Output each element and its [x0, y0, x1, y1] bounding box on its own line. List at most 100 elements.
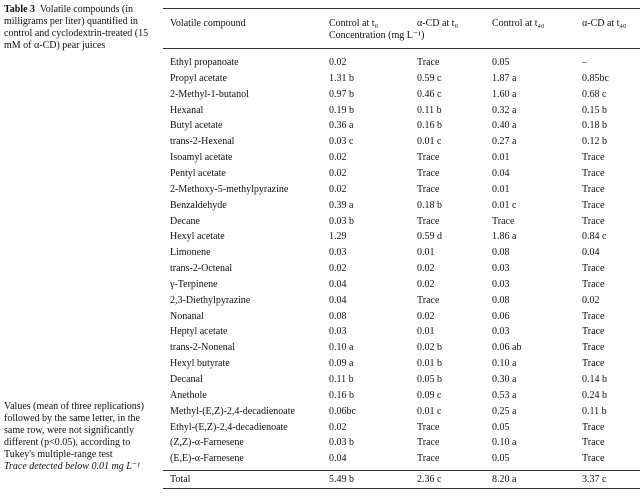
cell: 0.09 c [417, 389, 442, 401]
footnote: Trace detected below 0.01 mg L⁻¹ [4, 461, 141, 472]
cell: 0.03 b [329, 215, 354, 227]
row-label: 2,3-Diethylpyrazine [170, 294, 251, 306]
cell: 8.20 a [492, 474, 517, 485]
cell: Trace [582, 199, 605, 211]
cell: 0.01 b [417, 358, 442, 370]
cell: 0.01 c [417, 136, 442, 148]
column-header: Volatile compound [170, 18, 246, 29]
cell: 0.03 [329, 326, 347, 338]
cell: Trace [582, 421, 605, 433]
cell: Trace [582, 342, 605, 354]
cell: – [582, 57, 587, 68]
footnotes: Values (mean of three replications) foll… [4, 401, 154, 473]
cell: Trace [417, 167, 440, 179]
cell: 0.02 [417, 278, 435, 290]
cell: 0.02 [329, 183, 347, 195]
column-header: α-CD at t₀ [417, 18, 458, 29]
cell: Trace [582, 167, 605, 179]
cell: 1.86 a [492, 231, 517, 243]
rule [163, 8, 640, 9]
cell: 0.01 [417, 326, 435, 338]
cell: 0.02 [417, 263, 435, 275]
cell: 0.01 [417, 247, 435, 259]
row-label: trans-2-Hexenal [170, 136, 235, 148]
cell: Trace [492, 215, 515, 227]
cell: 0.01 c [417, 405, 442, 417]
row-label: Butyl acetate [170, 120, 223, 132]
cell: 0.06 ab [492, 342, 522, 354]
caption-text: Volatile compounds (in milligrams per li… [4, 4, 149, 51]
footnote: Values (mean of three replications) foll… [4, 401, 144, 460]
row-label: Decanal [170, 374, 203, 385]
cell: 0.03 [492, 263, 510, 275]
row-label: Pentyl acetate [170, 167, 226, 179]
row-label: Isoamyl acetate [170, 152, 233, 164]
cell: Trace [417, 183, 440, 195]
cell: 0.12 b [582, 136, 607, 148]
cell: 0.59 c [417, 72, 442, 84]
cell: 0.02 [329, 152, 347, 164]
cell: Trace [582, 183, 605, 195]
rule [163, 470, 640, 471]
cell: Trace [582, 358, 605, 370]
cell: Trace [582, 326, 605, 338]
cell: Trace [582, 152, 605, 164]
cell: 0.04 [492, 167, 510, 179]
cell: 0.10 a [492, 358, 517, 370]
cell: 0.11 b [417, 104, 442, 116]
cell: Trace [582, 263, 605, 275]
cell: 0.05 b [417, 374, 442, 385]
subheader: Concentration (mg L⁻¹) [329, 30, 425, 41]
cell: Trace [582, 278, 605, 290]
cell: Trace [582, 453, 605, 465]
cell: 0.10 a [492, 437, 517, 449]
row-label: Hexanal [170, 104, 204, 116]
cell: 0.27 a [492, 136, 517, 148]
cell: 0.46 c [417, 88, 442, 100]
cell: 0.85bc [582, 72, 609, 84]
cell: 0.05 [492, 453, 510, 465]
row-label: (E,E)-α-Farnesene [170, 453, 244, 465]
cell: 5.49 b [329, 474, 354, 485]
row-label: Nonanal [170, 310, 204, 322]
cell: Trace [417, 294, 440, 306]
cell: 0.04 [329, 453, 347, 465]
cell: 0.01 [492, 152, 510, 164]
column-header: α-CD at t₄₀ [582, 18, 627, 29]
cell: 0.02 [329, 57, 347, 68]
cell: 0.08 [492, 294, 510, 306]
row-label: Decane [170, 215, 200, 227]
row-label: Total [170, 474, 191, 485]
cell: 0.84 c [582, 231, 607, 243]
cell: 1.87 a [492, 72, 517, 84]
cell: 0.11 b [329, 374, 354, 385]
row-label: Benzaldehyde [170, 199, 227, 211]
cell: 1.60 a [492, 88, 517, 100]
cell: 2.36 c [417, 474, 442, 485]
cell: 0.03 [492, 278, 510, 290]
cell: 0.09 a [329, 358, 354, 370]
row-label: (Z,Z)-α-Farnesene [170, 437, 244, 449]
cell: 0.04 [329, 278, 347, 290]
cell: 1.31 b [329, 72, 354, 84]
row-label: Methyl-(E,Z)-2,4-decadienoate [170, 405, 295, 417]
cell: 0.40 a [492, 120, 517, 132]
cell: 0.97 b [329, 88, 354, 100]
cell: 0.05 [492, 421, 510, 433]
cell: 0.53 a [492, 389, 517, 401]
cell: 0.18 b [417, 199, 442, 211]
cell: 1.29 [329, 231, 347, 243]
row-label: trans-2-Nonenal [170, 342, 235, 354]
cell: 0.39 a [329, 199, 354, 211]
cell: 0.02 [329, 263, 347, 275]
row-label: 2-Methoxy-5-methylpyrazine [170, 183, 289, 195]
cell: 0.25 a [492, 405, 517, 417]
cell: 0.02 [417, 310, 435, 322]
row-label: trans-2-Octenal [170, 263, 233, 275]
cell: 0.06 [492, 310, 510, 322]
cell: 0.03 c [329, 136, 354, 148]
cell: 0.03 [329, 247, 347, 259]
cell: 0.03 b [329, 437, 354, 449]
cell: 3.37 c [582, 474, 607, 485]
caption-label: Table 3 [4, 4, 36, 15]
